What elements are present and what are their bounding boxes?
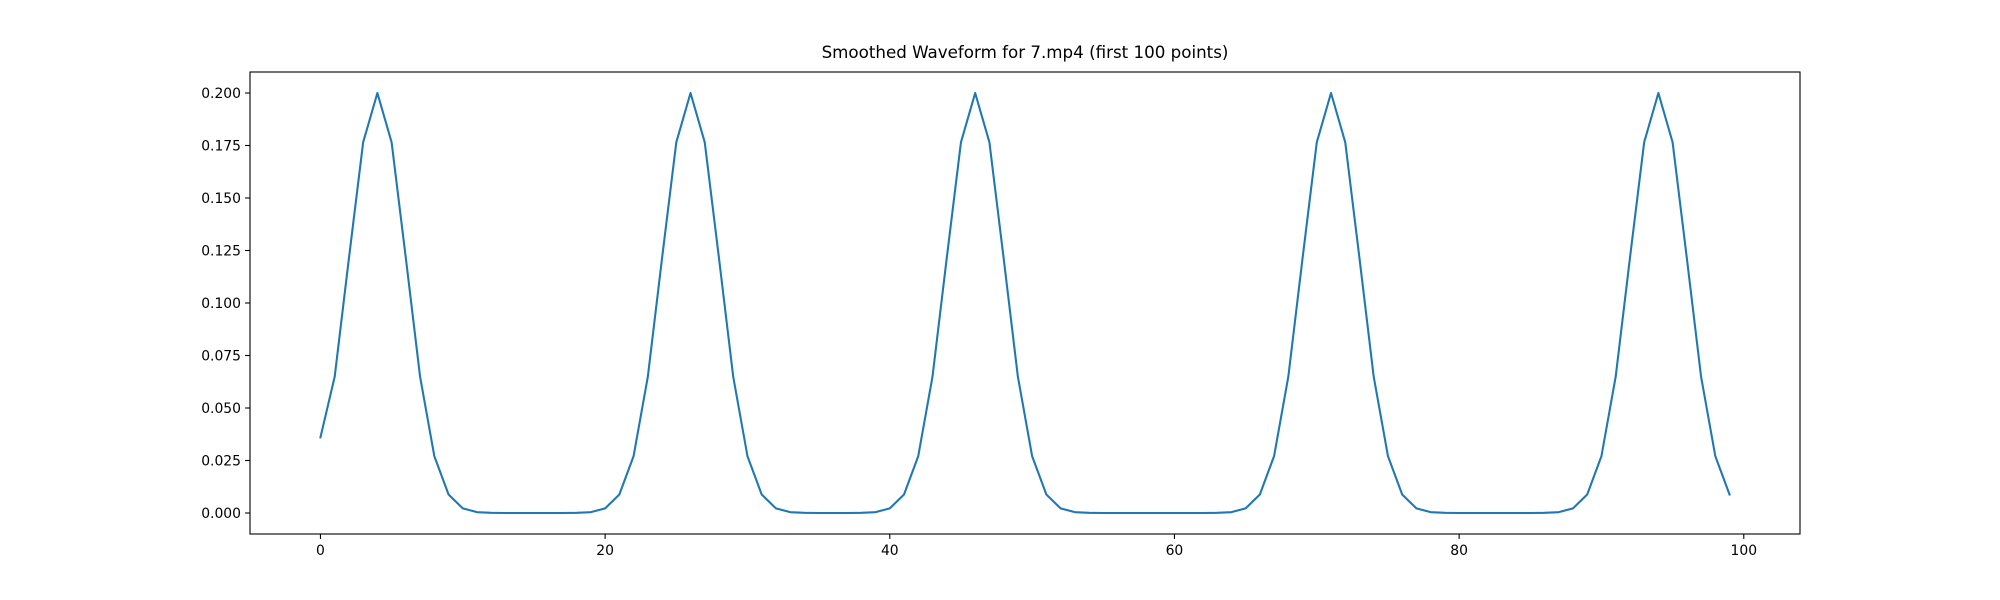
y-tick-label: 0.150: [201, 191, 241, 207]
y-tick-label: 0.025: [201, 454, 241, 470]
y-tick-label: 0.125: [201, 244, 241, 260]
x-tick-label: 60: [1166, 543, 1184, 559]
y-tick-label: 0.050: [201, 401, 241, 417]
y-tick-label: 0.000: [201, 506, 241, 522]
x-tick-label: 20: [596, 543, 614, 559]
x-tick-label: 80: [1450, 543, 1468, 559]
x-tick-label: 40: [881, 543, 899, 559]
chart-title: Smoothed Waveform for 7.mp4 (first 100 p…: [822, 42, 1229, 62]
y-tick-label: 0.100: [201, 296, 241, 312]
x-tick-label: 0: [316, 543, 325, 559]
y-tick-label: 0.200: [201, 86, 241, 102]
x-tick-label: 100: [1731, 543, 1758, 559]
y-tick-label: 0.175: [201, 139, 241, 155]
y-tick-label: 0.075: [201, 349, 241, 365]
plot-frame: [249, 71, 1801, 535]
line-series: [319, 91, 1731, 515]
